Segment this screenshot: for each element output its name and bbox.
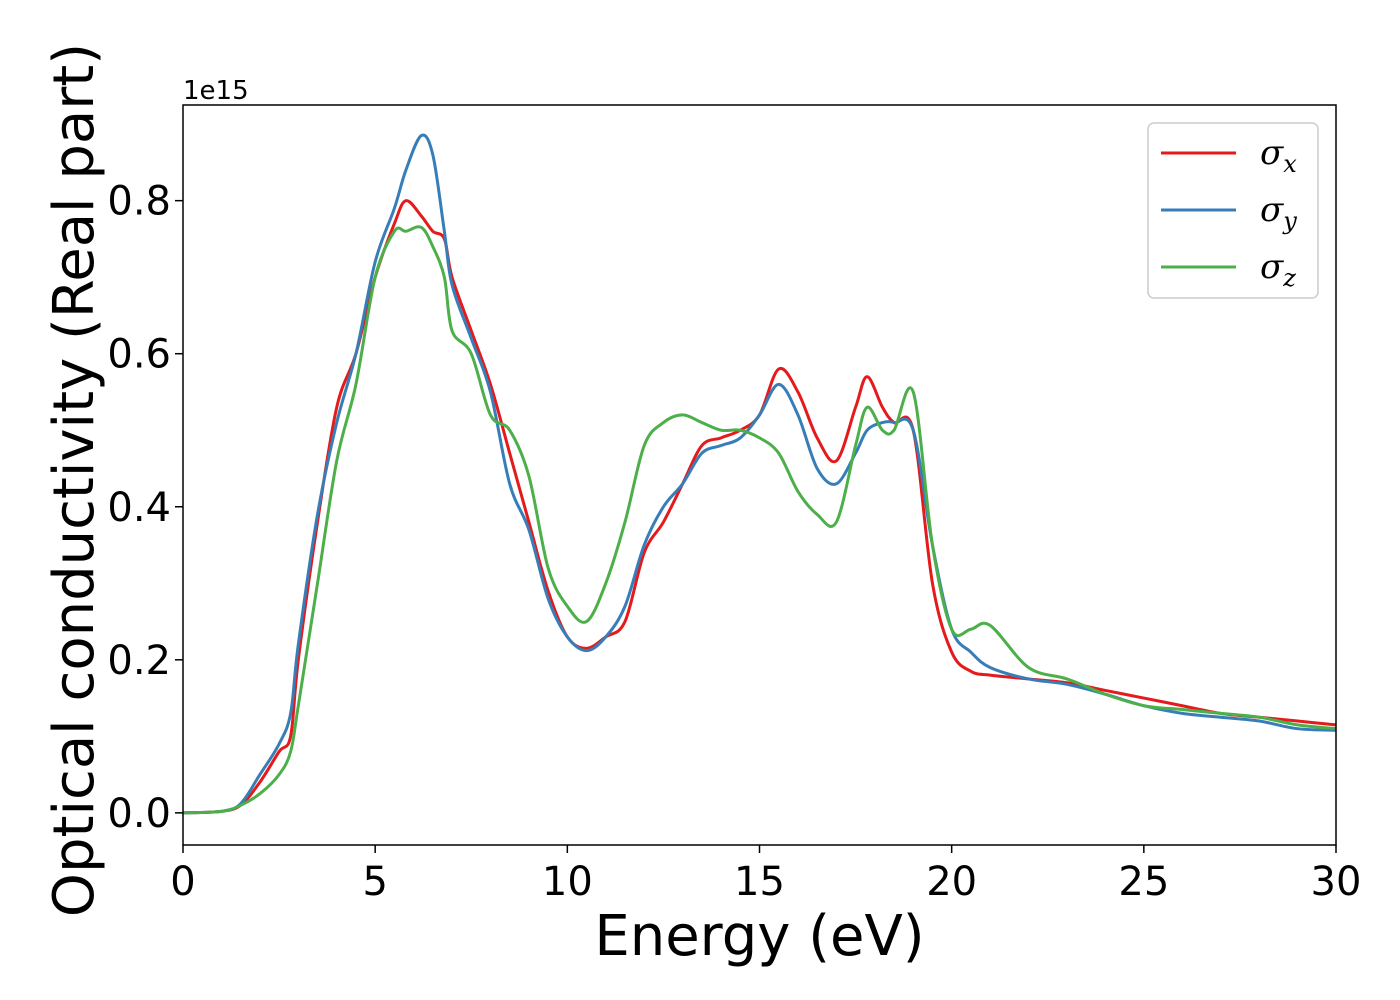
series-line-z xyxy=(183,225,1336,815)
y-tick-label: 0.0 xyxy=(107,791,171,837)
legend-symbol: σ xyxy=(1260,190,1284,230)
x-tick-label: 25 xyxy=(1118,859,1169,905)
legend-label-z: σz xyxy=(1260,247,1296,292)
series-line-x xyxy=(183,199,1336,815)
y-tick-label: 0.6 xyxy=(107,332,171,378)
y-axis-ticks: 0.0 0.2 0.4 0.6 0.8 xyxy=(107,179,183,837)
x-axis-label: Energy (eV) xyxy=(594,904,924,969)
y-tick-label: 0.4 xyxy=(107,485,171,531)
x-tick-label: 0 xyxy=(170,859,195,905)
y-axis-offset-label: 1e15 xyxy=(183,76,249,106)
x-tick-label: 30 xyxy=(1311,859,1362,905)
legend-symbol: σ xyxy=(1260,133,1284,173)
legend-subscript: z xyxy=(1282,264,1296,292)
x-tick-label: 20 xyxy=(926,859,977,905)
legend-symbol: σ xyxy=(1260,247,1284,287)
legend-subscript: x xyxy=(1283,150,1297,178)
y-axis-label: Optical conductivity (Real part) xyxy=(42,43,107,917)
series-line-y xyxy=(183,133,1336,815)
legend-label-x: σx xyxy=(1260,133,1297,178)
legend-subscript: y xyxy=(1282,207,1297,235)
series-layer xyxy=(183,133,1336,815)
x-axis-ticks: 0 5 10 15 20 25 30 xyxy=(170,845,1361,905)
y-tick-label: 0.8 xyxy=(107,179,171,225)
x-tick-label: 10 xyxy=(542,859,593,905)
x-tick-label: 5 xyxy=(362,859,387,905)
x-tick-label: 15 xyxy=(734,859,785,905)
legend-label-y: σy xyxy=(1260,190,1297,235)
y-tick-label: 0.2 xyxy=(107,638,171,684)
